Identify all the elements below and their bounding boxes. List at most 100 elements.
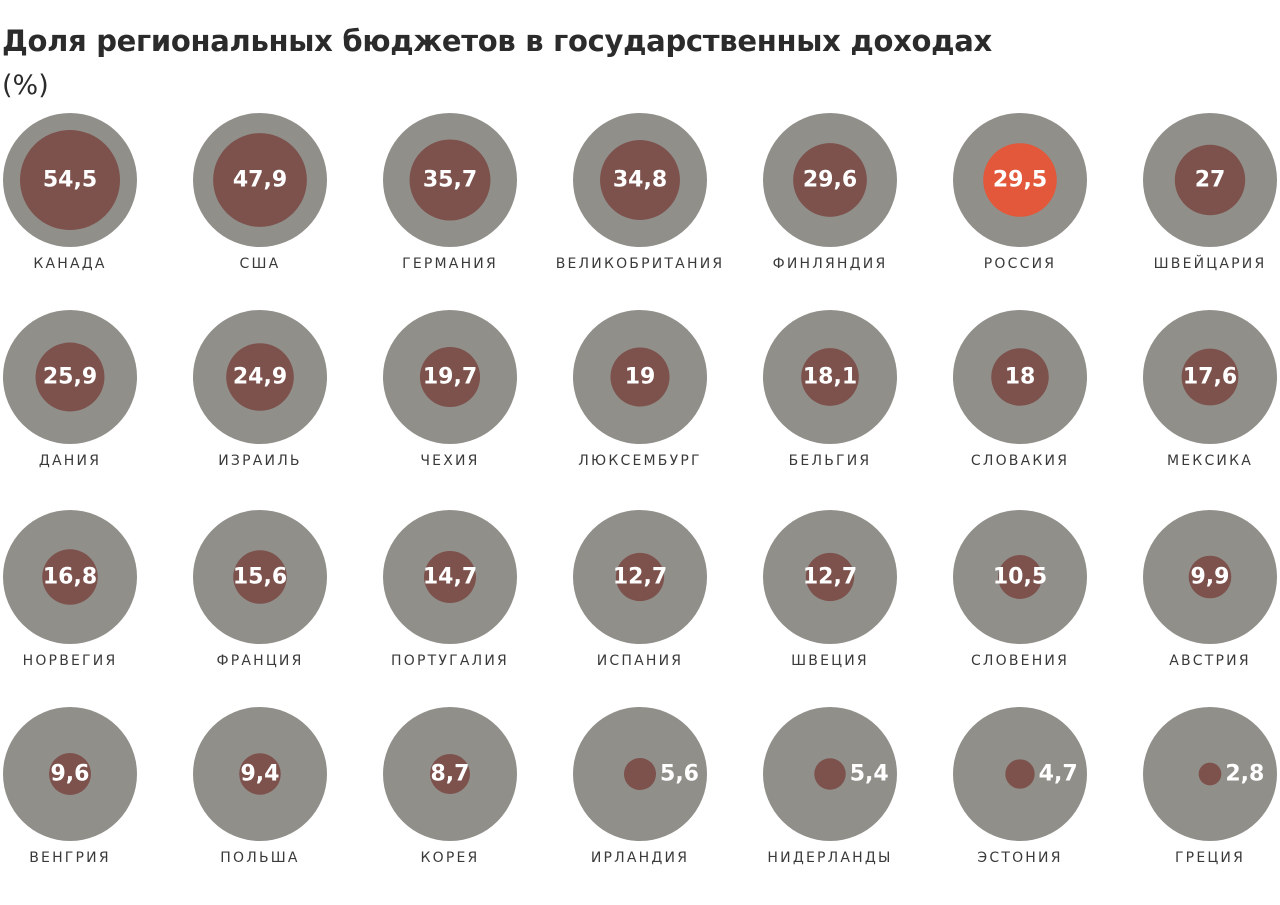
bubble-item: 9,4 ПОЛЬША	[193, 707, 327, 866]
bubble-item: 4,7 ЭСТОНИЯ	[953, 707, 1087, 866]
value-label: 35,7	[423, 168, 477, 193]
country-label: ГЕРМАНИЯ	[402, 256, 498, 272]
bubble-inner	[1188, 555, 1232, 599]
bubble-inner	[983, 143, 1057, 217]
country-label: НОРВЕГИЯ	[23, 653, 118, 669]
bubble-item: 47,9 США	[193, 113, 327, 272]
bubble-item: 17,6 МЕКСИКА	[1143, 310, 1277, 469]
value-label: 47,9	[233, 168, 287, 193]
value-label: 5,4	[850, 762, 889, 787]
bubble-item: 15,6 ФРАНЦИЯ	[193, 510, 327, 669]
value-label: 12,7	[613, 565, 667, 590]
bubble-inner	[409, 139, 491, 221]
bubble-inner	[991, 348, 1049, 406]
bubble-item: 34,8 ВЕЛИКОБРИТАНИЯ	[556, 113, 725, 272]
country-label: СЛОВЕНИЯ	[971, 653, 1069, 669]
country-label: КОРЕЯ	[421, 850, 480, 866]
bubble-item: 27 ШВЕЙЦАРИЯ	[1143, 113, 1277, 272]
country-label: ИРЛАНДИЯ	[591, 850, 689, 866]
value-label: 27	[1195, 168, 1226, 193]
bubble-item: 19,7 ЧЕХИЯ	[383, 310, 517, 469]
value-label: 17,6	[1183, 365, 1237, 390]
bubble-inner	[1005, 759, 1035, 789]
country-label: ШВЕЙЦАРИЯ	[1154, 254, 1267, 272]
country-label: НИДЕРЛАНДЫ	[767, 850, 892, 866]
bubble-item: 35,7 ГЕРМАНИЯ	[383, 113, 517, 272]
bubble-inner	[1181, 348, 1239, 406]
bubble-inner	[42, 549, 98, 605]
value-label: 29,6	[803, 168, 857, 193]
bubble-item: 9,6 ВЕНГРИЯ	[3, 707, 137, 866]
bubble-inner	[998, 555, 1042, 599]
country-label: АВСТРИЯ	[1169, 653, 1251, 669]
country-label: ФИНЛЯНДИЯ	[773, 256, 888, 272]
country-label: ПОРТУГАЛИЯ	[391, 653, 509, 669]
country-label: БЕЛЬГИЯ	[789, 453, 872, 469]
bubble-item: 18 СЛОВАКИЯ	[953, 310, 1087, 469]
value-label: 54,5	[43, 168, 97, 193]
value-label: 9,4	[241, 762, 280, 787]
country-label: ВЕНГРИЯ	[29, 850, 111, 866]
value-label: 9,6	[51, 762, 90, 787]
bubble-inner	[424, 551, 476, 603]
country-label: ГРЕЦИЯ	[1175, 850, 1245, 866]
bubble-item: 18,1 БЕЛЬГИЯ	[763, 310, 897, 469]
value-label: 25,9	[43, 365, 97, 390]
country-label: США	[240, 256, 281, 272]
value-label: 19	[625, 365, 656, 390]
value-label: 18	[1005, 365, 1036, 390]
bubble-item: 14,7 ПОРТУГАЛИЯ	[383, 510, 517, 669]
value-label: 9,9	[1191, 565, 1230, 590]
bubble-item: 24,9 ИЗРАИЛЬ	[193, 310, 327, 469]
bubble-item: 29,5 РОССИЯ	[953, 113, 1087, 272]
bubble-inner	[35, 342, 105, 412]
value-label: 10,5	[993, 565, 1047, 590]
bubble-inner	[239, 753, 281, 795]
value-label: 14,7	[423, 565, 477, 590]
value-label: 24,9	[233, 365, 287, 390]
bubble-inner	[1198, 762, 1222, 786]
country-label: ПОЛЬША	[220, 850, 299, 866]
value-label: 16,8	[43, 565, 97, 590]
bubble-inner	[49, 753, 91, 795]
chart-subtitle: (%)	[2, 70, 49, 101]
bubble-item: 5,6 ИРЛАНДИЯ	[573, 707, 707, 866]
bubble-item: 25,9 ДАНИЯ	[3, 310, 137, 469]
value-label: 29,5	[993, 168, 1047, 193]
country-label: ВЕЛИКОБРИТАНИЯ	[556, 256, 725, 272]
country-label: ФРАНЦИЯ	[216, 653, 303, 669]
bubble-item: 29,6 ФИНЛЯНДИЯ	[763, 113, 897, 272]
value-label: 15,6	[233, 565, 287, 590]
bubble-inner	[600, 140, 680, 220]
country-label: ИЗРАИЛЬ	[218, 453, 301, 469]
country-label: ДАНИЯ	[39, 453, 101, 469]
country-label: ЭСТОНИЯ	[977, 850, 1062, 866]
country-label: ИСПАНИЯ	[597, 653, 683, 669]
country-label: ЧЕХИЯ	[420, 453, 479, 469]
value-label: 12,7	[803, 565, 857, 590]
value-label: 18,1	[803, 365, 857, 390]
bubble-item: 2,8 ГРЕЦИЯ	[1143, 707, 1277, 866]
bubble-item: 16,8 НОРВЕГИЯ	[3, 510, 137, 669]
bubble-item: 5,4 НИДЕРЛАНДЫ	[763, 707, 897, 866]
country-label: МЕКСИКА	[1167, 453, 1253, 469]
bubble-item: 8,7 КОРЕЯ	[383, 707, 517, 866]
country-label: ЛЮКСЕМБУРГ	[578, 453, 701, 469]
bubble-inner	[615, 552, 665, 602]
bubble-inner	[430, 754, 470, 794]
bubble-inner	[610, 347, 670, 407]
country-label: КАНАДА	[33, 256, 106, 272]
bubble-inner	[793, 143, 867, 217]
bubble-item: 19 ЛЮКСЕМБУРГ	[573, 310, 707, 469]
bubble-item: 12,7 ШВЕЦИЯ	[763, 510, 897, 669]
bubble-inner	[213, 133, 307, 227]
bubble-inner	[623, 757, 657, 791]
bubble-inner	[20, 130, 120, 230]
bubble-inner	[233, 550, 287, 604]
bubble-item: 10,5 СЛОВЕНИЯ	[953, 510, 1087, 669]
bubble-item: 9,9 АВСТРИЯ	[1143, 510, 1277, 669]
bubble-item: 54,5 КАНАДА	[3, 113, 137, 272]
value-label: 2,8	[1225, 762, 1264, 787]
value-label: 19,7	[423, 365, 477, 390]
